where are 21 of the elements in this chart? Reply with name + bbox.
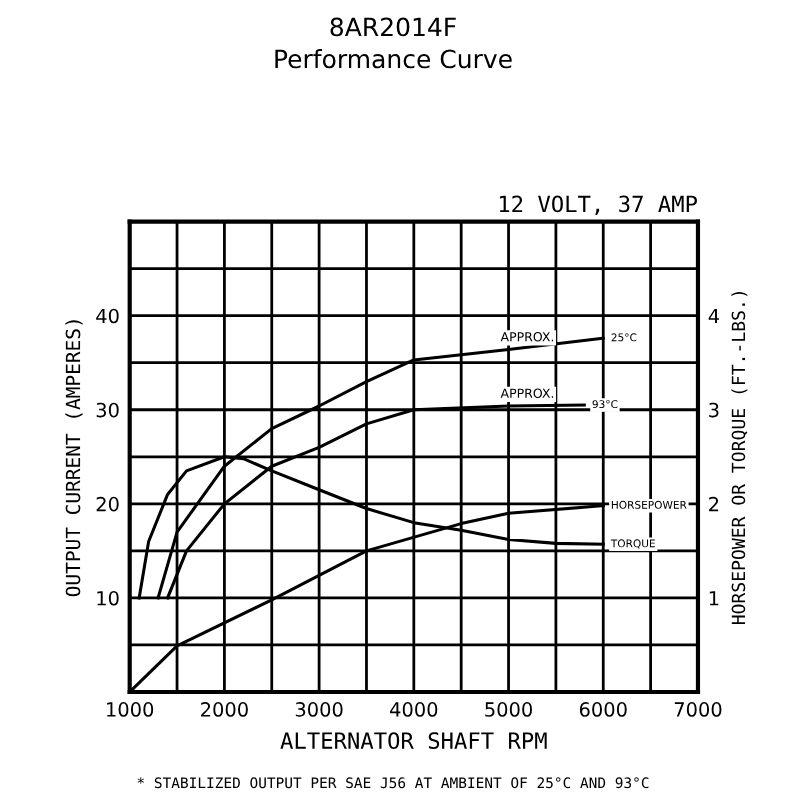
y2-tick-label: 4 — [708, 308, 719, 324]
x-tick-label: 7000 — [674, 702, 722, 717]
y-tick-label: 20 — [96, 496, 119, 512]
x-tick-label: 2000 — [201, 702, 248, 717]
y-tick-label: 30 — [96, 402, 119, 418]
x-tick-label: 5000 — [485, 702, 532, 717]
chart-title: 8AR2014F — [330, 17, 456, 37]
chart-subtitle: Performance Curve — [275, 49, 512, 69]
y-tick-label: 40 — [96, 308, 119, 324]
y-axis-title: OUTPUT CURRENT (AMPERES) — [65, 320, 83, 597]
text: 12 VOLT, 37 AMP — [499, 195, 697, 216]
y2-axis-title: HORSEPOWER OR TORQUE (FT.-LBS.) — [731, 292, 748, 625]
x-tick-label: 4000 — [390, 702, 438, 717]
x-axis-title: ALTERNATOR SHAFT RPM — [280, 732, 547, 749]
y2-tick-label: 3 — [709, 402, 719, 418]
x-tick-label: 6000 — [579, 702, 627, 717]
x-tick-label: 3000 — [295, 702, 343, 717]
y-tick-label: 10 — [97, 590, 119, 606]
y2-tick-label: 2 — [709, 496, 719, 512]
x-tick-label: 1000 — [107, 702, 154, 717]
y2-tick-label: 1 — [709, 591, 719, 606]
